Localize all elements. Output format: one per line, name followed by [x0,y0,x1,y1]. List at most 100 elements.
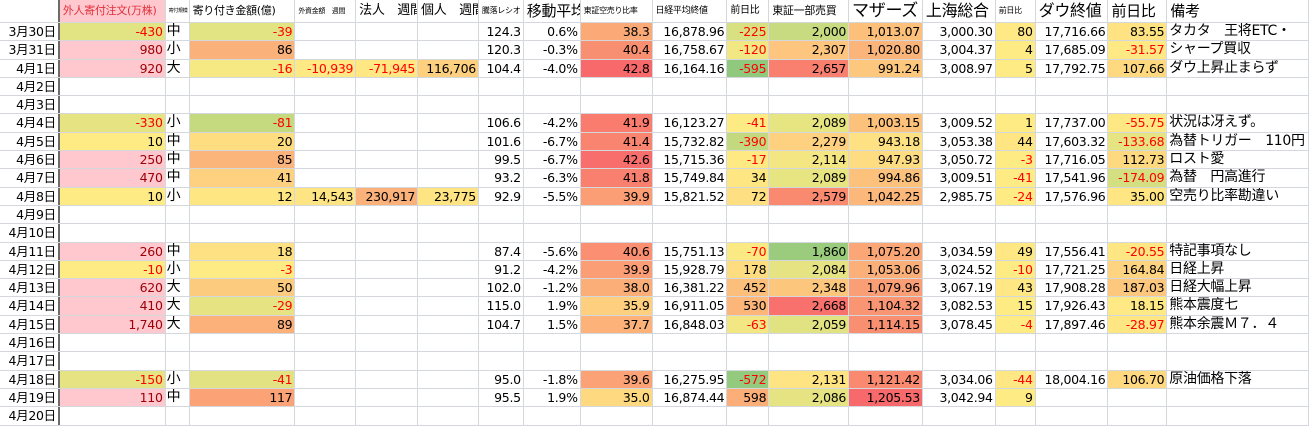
cell-foreign-open-order[interactable]: -150 [59,370,166,388]
cell-notes[interactable] [1167,407,1309,425]
cell-notes[interactable]: 空売り比率勘違い [1167,187,1309,205]
cell-moving-average[interactable]: 0.6% [524,23,581,41]
cell-mothers[interactable]: 1,042.25 [849,187,923,205]
column-header-open-size[interactable]: 寄付規模 [166,0,190,22]
cell-advance-decline-ratio[interactable]: 104.4 [479,59,524,77]
cell-moving-average[interactable]: -6.7% [524,151,581,169]
cell-nikkei-change[interactable]: -70 [727,242,770,260]
column-header-nikkei-close[interactable]: 日経平均終値 [653,0,728,22]
cell-corporate-weekly[interactable] [356,77,419,96]
cell-date[interactable]: 4月3日 [0,96,60,114]
cell-dow-change[interactable] [1108,334,1168,352]
cell-shanghai-change[interactable]: 9 [995,388,1036,407]
cell-shanghai[interactable]: 3,008.97 [923,59,996,77]
cell-nikkei-change[interactable] [727,205,770,224]
cell-shanghai[interactable] [923,224,996,242]
column-header-shanghai-change[interactable]: 前日比 [996,0,1036,22]
cell-short-sell-ratio[interactable] [581,407,653,425]
cell-dow-close[interactable] [1036,77,1109,96]
cell-shanghai-change[interactable] [996,96,1036,114]
cell-nikkei-change[interactable]: -572 [727,370,770,388]
cell-foreign-weekly[interactable] [295,77,357,96]
cell-nikkei-close[interactable]: 15,732.82 [653,132,728,151]
cell-advance-decline-ratio[interactable]: 92.9 [479,187,524,205]
cell-date[interactable]: 3月30日 [0,23,60,41]
cell-shanghai[interactable]: 3,078.45 [923,315,996,334]
cell-open-size[interactable]: 小 [166,260,190,279]
cell-date[interactable]: 4月20日 [0,407,60,425]
cell-notes[interactable]: 熊本余震Ｍ７．４ [1167,315,1309,334]
column-header-nikkei-change[interactable]: 前日比 [727,0,770,22]
cell-corporate-weekly[interactable] [356,407,419,425]
cell-shanghai-change[interactable]: -44 [995,370,1036,388]
cell-dow-close[interactable] [1036,407,1109,425]
cell-moving-average[interactable]: -4.2% [524,260,581,279]
cell-nikkei-close[interactable]: 15,751.13 [653,242,728,260]
cell-corporate-weekly[interactable] [356,205,419,224]
cell-dow-close[interactable]: 17,721.25 [1036,260,1109,279]
cell-tse-volume[interactable]: 2,086 [769,388,850,407]
cell-dow-close[interactable]: 17,603.32 [1036,132,1109,151]
cell-tse-volume[interactable]: 2,084 [769,260,850,279]
cell-shanghai[interactable]: 3,050.72 [923,151,996,169]
cell-nikkei-change[interactable]: -41 [727,114,770,132]
cell-foreign-weekly[interactable] [295,151,357,169]
cell-foreign-open-order[interactable]: 920 [59,59,166,77]
cell-individual-weekly[interactable] [418,279,479,297]
cell-notes[interactable] [1167,205,1309,224]
cell-nikkei-close[interactable] [653,224,728,242]
cell-open-size[interactable]: 大 [166,315,190,334]
cell-mothers[interactable] [849,205,923,224]
cell-moving-average[interactable]: -6.7% [524,132,581,151]
cell-individual-weekly[interactable] [418,242,479,260]
cell-mothers[interactable] [849,224,923,242]
cell-nikkei-change[interactable]: -120 [727,41,770,59]
cell-notes[interactable] [1167,77,1309,96]
cell-advance-decline-ratio[interactable] [479,205,524,224]
cell-notes[interactable]: ダウ上昇止まらず [1167,59,1309,77]
cell-individual-weekly[interactable] [418,96,479,114]
cell-mothers[interactable]: 1,003.15 [849,114,923,132]
cell-open-size[interactable]: 小 [166,370,190,388]
cell-foreign-open-order[interactable] [60,224,166,242]
cell-corporate-weekly[interactable] [356,151,419,169]
cell-short-sell-ratio[interactable] [581,224,653,242]
cell-nikkei-close[interactable]: 15,821.52 [653,187,728,205]
cell-tse-volume[interactable]: 2,307 [769,41,850,59]
cell-dow-close[interactable] [1036,96,1109,114]
cell-dow-close[interactable]: 18,004.16 [1036,370,1109,388]
cell-dow-change[interactable]: -20.55 [1108,242,1168,260]
cell-foreign-weekly[interactable] [295,388,357,407]
cell-foreign-weekly[interactable] [295,279,357,297]
cell-nikkei-change[interactable]: 530 [727,297,770,315]
cell-nikkei-change[interactable]: -17 [727,151,770,169]
cell-open-amount[interactable]: 85 [189,151,296,169]
cell-shanghai-change[interactable] [996,224,1036,242]
cell-nikkei-change[interactable] [727,224,770,242]
cell-notes[interactable]: シャープ買収 [1167,41,1309,59]
cell-advance-decline-ratio[interactable]: 120.3 [479,41,524,59]
cell-foreign-open-order[interactable]: -330 [59,114,166,132]
cell-open-size[interactable]: 小 [166,114,190,132]
cell-nikkei-close[interactable]: 16,874.44 [653,388,728,407]
column-header-corporate-weekly[interactable]: 法人 週間 [356,0,419,22]
cell-date[interactable]: 4月9日 [0,205,60,224]
cell-individual-weekly[interactable] [418,388,479,407]
cell-date[interactable]: 4月4日 [0,114,60,132]
cell-date[interactable]: 4月19日 [0,388,60,407]
cell-dow-close[interactable]: 17,792.75 [1036,59,1109,77]
cell-tse-volume[interactable]: 2,131 [769,370,850,388]
cell-foreign-open-order[interactable] [60,407,166,425]
cell-date[interactable]: 4月8日 [0,187,60,205]
cell-mothers[interactable]: 1,205.53 [849,388,923,407]
cell-short-sell-ratio[interactable]: 39.9 [580,260,653,279]
cell-moving-average[interactable]: -1.2% [524,279,581,297]
column-header-dow-close[interactable]: ダウ終値 [1036,0,1109,22]
cell-advance-decline-ratio[interactable]: 104.7 [479,315,524,334]
cell-nikkei-close[interactable]: 16,758.67 [653,41,728,59]
cell-tse-volume[interactable]: 2,279 [769,132,850,151]
cell-open-size[interactable]: 中 [166,132,190,151]
cell-advance-decline-ratio[interactable]: 91.2 [479,260,524,279]
cell-notes[interactable] [1167,334,1309,352]
